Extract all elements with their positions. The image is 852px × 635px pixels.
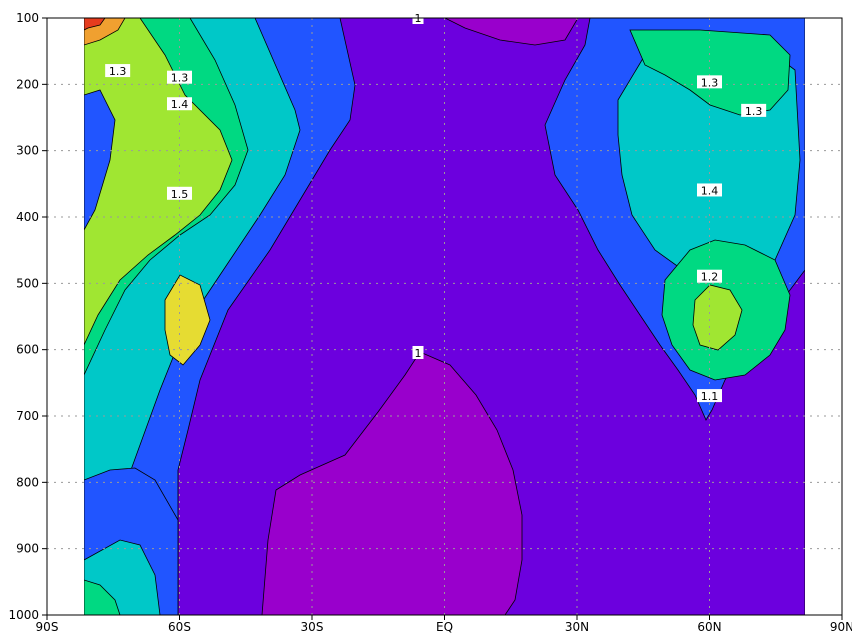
- x-axis: 90S 60S 30S EQ 30N 60N 90N: [36, 615, 852, 634]
- contour-band-7: [164, 274, 211, 366]
- contour-label-bg: [697, 389, 722, 403]
- contour-label-bg: [412, 345, 424, 359]
- contour-label: 1: [415, 347, 422, 360]
- contour-label: 1.4: [171, 98, 189, 111]
- y-tick-label: 900: [16, 542, 39, 556]
- contour-label: 1.3: [701, 76, 719, 89]
- contour-band-13: [84, 89, 116, 231]
- contour-label-bg: [697, 75, 722, 89]
- contour-band-12: [84, 18, 106, 31]
- contour-label-bg: [167, 186, 192, 200]
- x-tick-label: 60S: [168, 620, 191, 634]
- y-axis: 100 200 300 400 500 600 700 800 900 1000: [8, 11, 47, 622]
- y-tick-label: 200: [16, 77, 39, 91]
- contour-label-bg: [697, 183, 722, 197]
- x-tick-label: 30N: [565, 620, 589, 634]
- y-tick-label: 100: [16, 11, 39, 25]
- y-tick-label: 500: [16, 276, 39, 290]
- x-tick-label: 60N: [697, 620, 721, 634]
- grid-lines: [47, 18, 842, 615]
- y-tick-label: 800: [16, 475, 39, 489]
- y-tick-label: 1000: [8, 608, 39, 622]
- contour-label-bg: [105, 64, 131, 78]
- contour-label: 1.3: [745, 105, 763, 118]
- x-tick-label: EQ: [436, 620, 453, 634]
- contour-label-bg: [741, 103, 767, 117]
- contour-band-10: [84, 579, 121, 615]
- y-tick-label: 600: [16, 343, 39, 357]
- contour-band-18: [692, 284, 743, 351]
- contour-label-bg: [697, 269, 722, 283]
- x-tick-label: 90S: [36, 620, 59, 634]
- contour-label: 1.1: [701, 390, 719, 403]
- contour-label: 1.3: [109, 65, 127, 78]
- contour-band-6: [84, 18, 233, 346]
- contour-fills: [84, 18, 805, 615]
- contour-label-bg: [167, 97, 192, 111]
- contour-label: 1.4: [701, 184, 719, 197]
- contour-label: 1.2: [701, 271, 719, 284]
- y-tick-label: 400: [16, 210, 39, 224]
- y-tick-label: 700: [16, 409, 39, 423]
- contour-label-bg: [167, 70, 192, 84]
- x-tick-label: 30S: [301, 620, 324, 634]
- contour-band-2: [261, 351, 523, 615]
- y-tick-label: 300: [16, 144, 39, 158]
- contour-band-1: [444, 18, 579, 46]
- contour-label: 1.3: [171, 72, 189, 85]
- x-tick-label: 90N: [830, 620, 852, 634]
- contour-label: 1.5: [171, 188, 189, 201]
